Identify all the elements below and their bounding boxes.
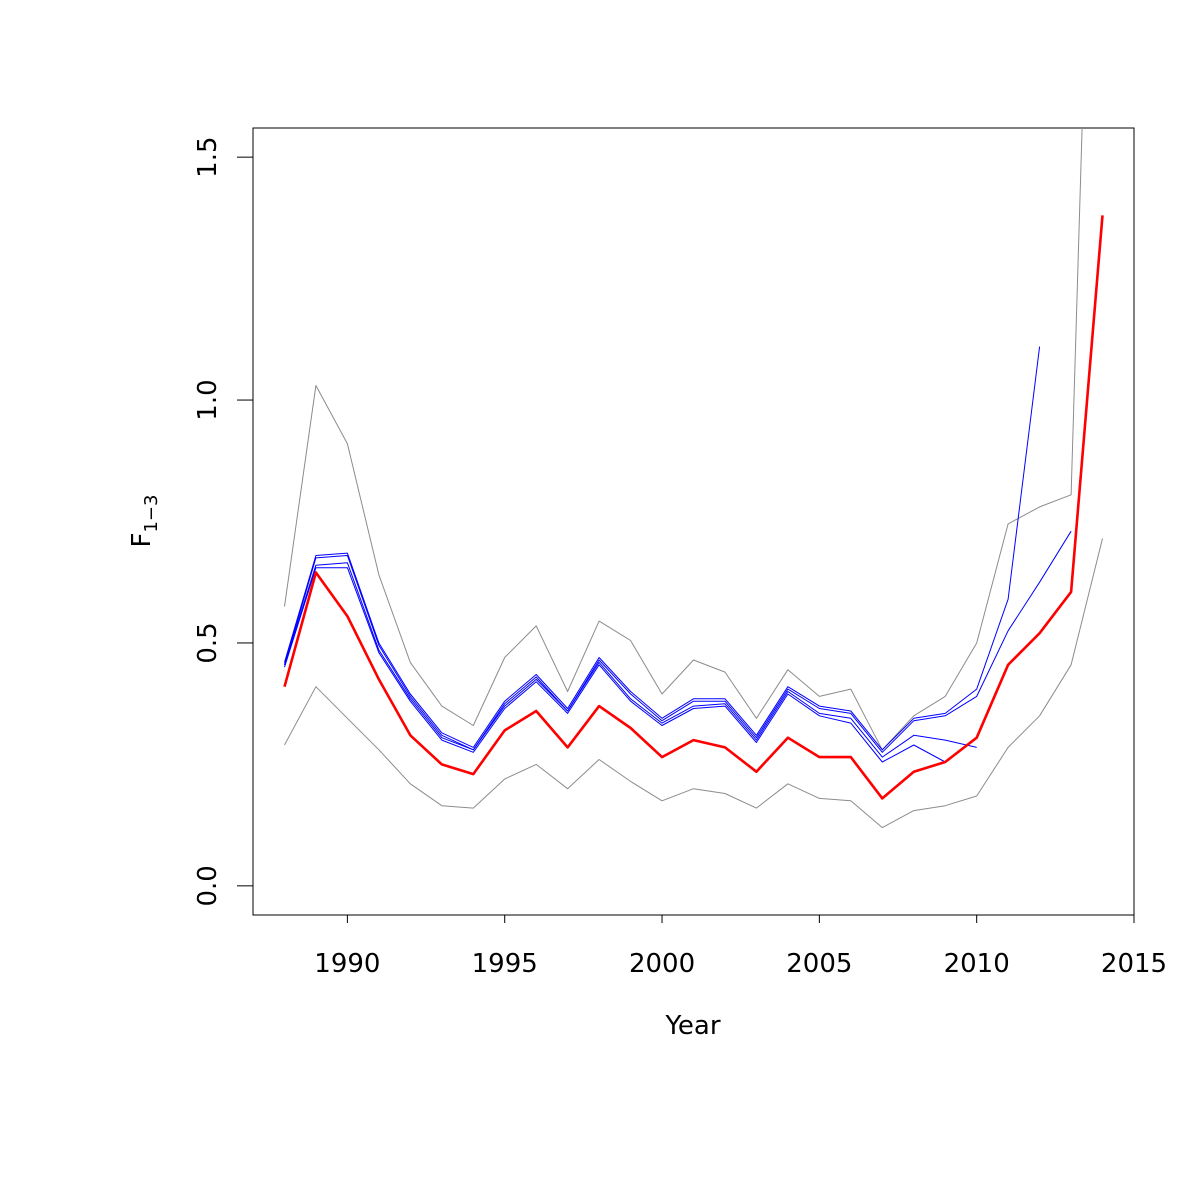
y-axis-title-base: F [127, 533, 157, 548]
bounds-line [284, 128, 1083, 751]
x-tick-label: 1990 [314, 949, 380, 979]
y-axis-title-subscript: 1−3 [141, 495, 162, 533]
y-tick-label: 1.0 [193, 379, 223, 420]
y-tick-label: 0.0 [193, 865, 223, 906]
x-tick-label: 2010 [944, 949, 1010, 979]
retro-line [284, 562, 977, 758]
x-axis: 1990 1995 2000 2005 2010 2015 [314, 914, 1167, 979]
x-tick-label: 1995 [472, 949, 538, 979]
y-tick-label: 1.5 [193, 136, 223, 177]
bounds-line [284, 538, 1103, 829]
x-tick-label: 2005 [786, 949, 852, 979]
x-axis-title: Year [664, 1011, 720, 1041]
plot-frame [252, 127, 1135, 916]
y-tick-label: 0.5 [193, 622, 223, 663]
retro-line [284, 346, 1041, 751]
y-axis-title: F1−3 [127, 495, 162, 548]
retro-line [284, 567, 946, 763]
estimate-line [283, 215, 1104, 800]
x-tick-label: 2015 [1101, 949, 1167, 979]
x-tick-label: 2000 [629, 949, 695, 979]
series-layer [283, 128, 1104, 829]
retro-line [284, 530, 1072, 753]
y-axis: 0.0 0.5 1.0 1.5 [193, 136, 254, 907]
